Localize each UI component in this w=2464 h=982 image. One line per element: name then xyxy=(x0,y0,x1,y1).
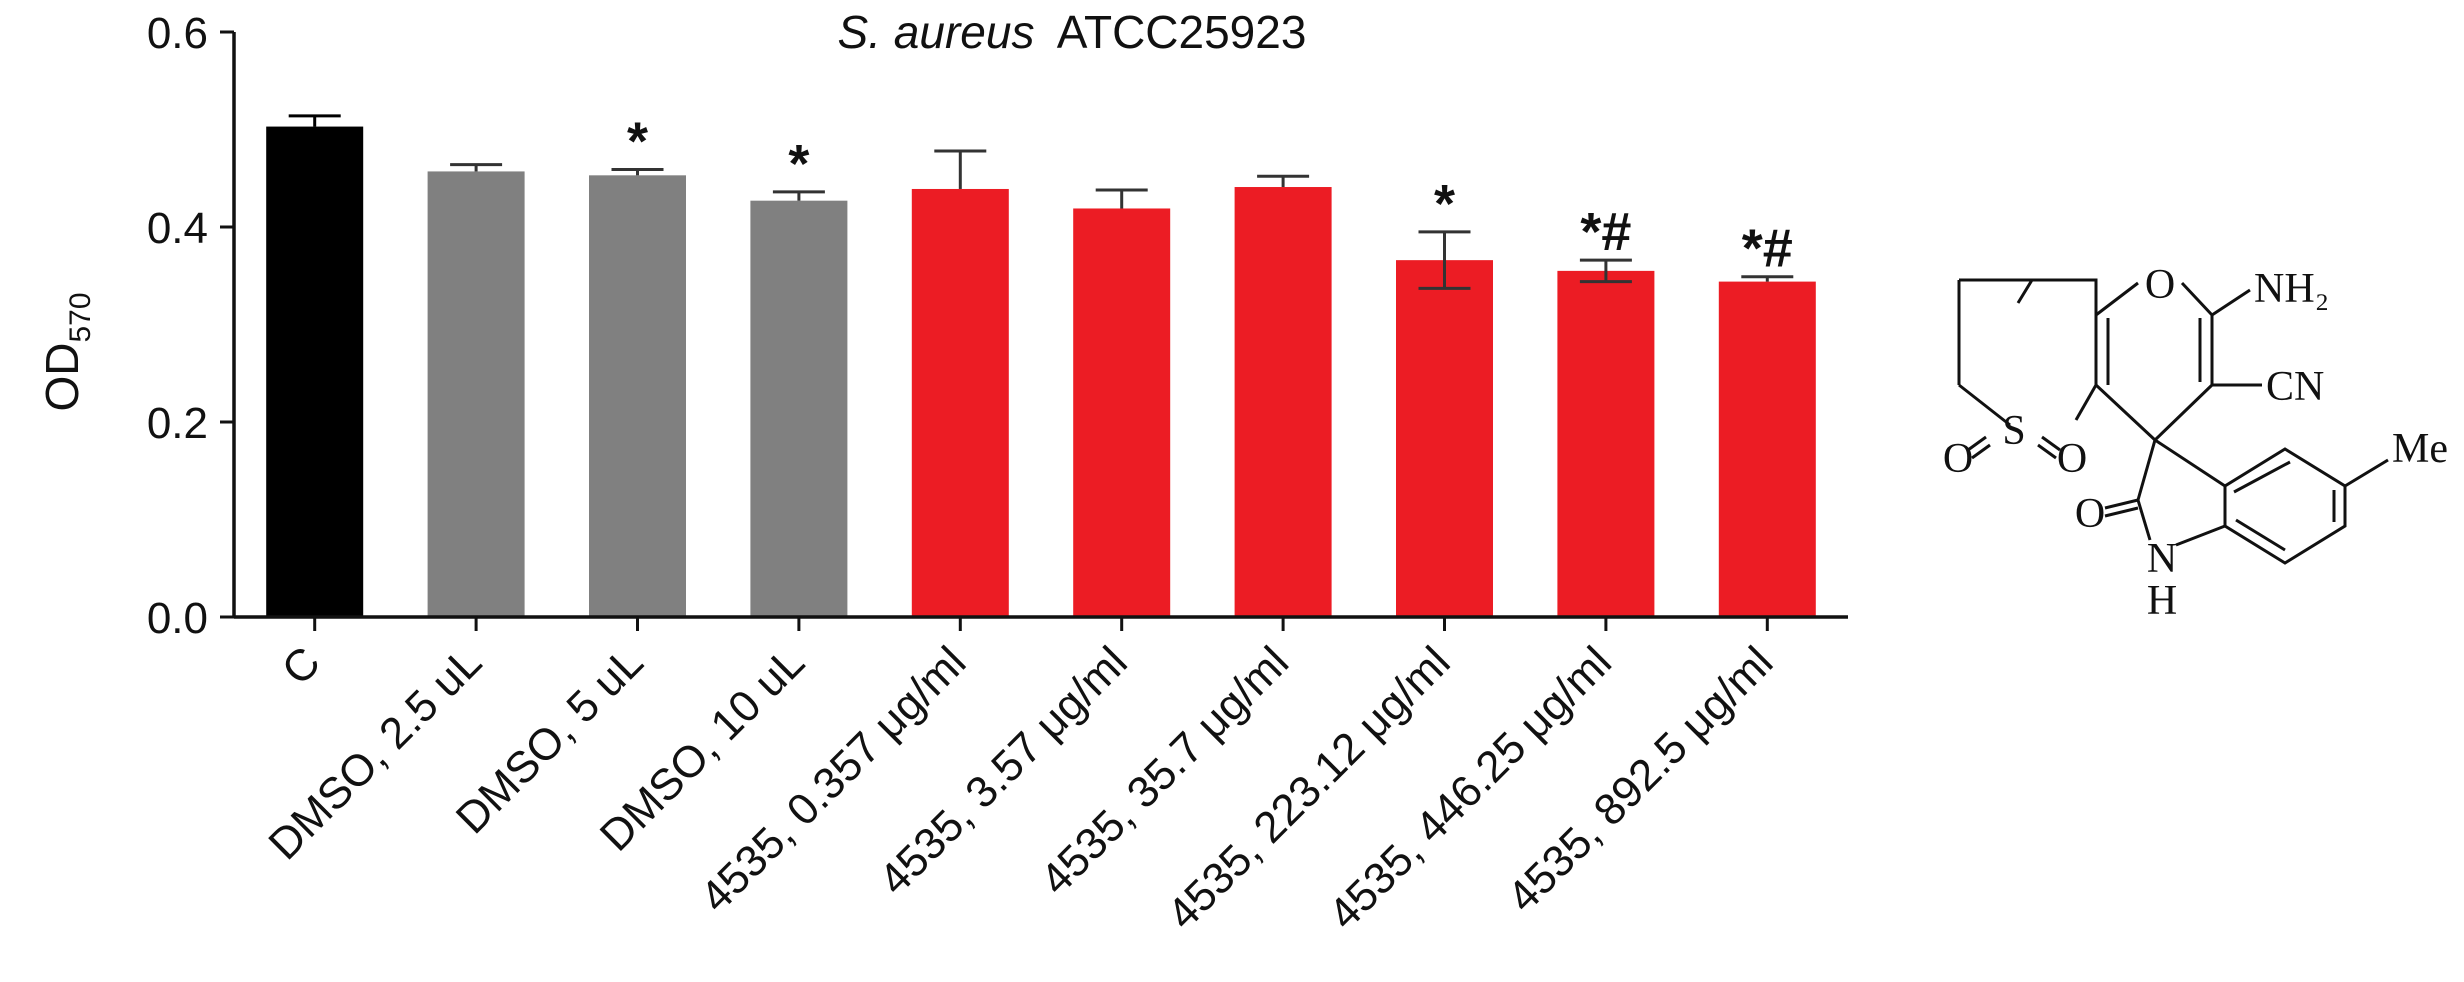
bar xyxy=(1073,208,1171,617)
atom-label-o: O xyxy=(2145,262,2175,308)
structure-bond xyxy=(2016,278,2098,315)
atom-label-h: H xyxy=(2147,578,2177,624)
significance-mark: *# xyxy=(1742,219,1793,279)
y-axis-label-sub: 570 xyxy=(64,292,97,342)
atom-label-n: N xyxy=(2147,536,2177,582)
x-tick-label: 4535, 446.25 μg/ml xyxy=(1319,637,1621,939)
atom-label-cn: CN xyxy=(2266,364,2324,410)
structure-bond xyxy=(2095,281,2139,317)
atom-label-o: O xyxy=(1943,436,1973,482)
structure-bond xyxy=(2136,439,2157,501)
x-tick-label: 4535, 892.5 μg/ml xyxy=(1498,637,1782,921)
bar xyxy=(266,126,364,617)
structure-bond xyxy=(2233,460,2291,494)
chart-title-rest: ATCC25923 xyxy=(1057,6,1307,58)
structure-bond xyxy=(2235,518,2286,552)
axes xyxy=(232,32,1848,619)
y-tick-label: 0.6 xyxy=(147,9,208,58)
atom-label-s: S xyxy=(2002,408,2025,454)
significance-mark: * xyxy=(1434,174,1455,234)
bar xyxy=(1396,260,1493,617)
chemical-structure-labels: O NH₂ CN S O O Me O N H xyxy=(1943,262,2448,624)
atom-label-o: O xyxy=(2075,491,2105,537)
structure-bond xyxy=(2041,435,2061,452)
chart-title-italic: S. aureus xyxy=(838,6,1035,58)
bar xyxy=(427,171,525,618)
structure-bond xyxy=(2180,281,2214,317)
significance-mark: *# xyxy=(1580,202,1631,262)
structure-bond xyxy=(2223,447,2347,565)
structure-bond xyxy=(2344,458,2389,488)
y-tick-label: 0.0 xyxy=(147,594,208,643)
x-tick-label: 4535, 223.12 μg/ml xyxy=(1158,637,1460,939)
significance-annotations: * * * *# *# xyxy=(627,111,1793,278)
structure-bond xyxy=(1967,435,1987,452)
structure-bond xyxy=(2153,383,2214,442)
structure-bond xyxy=(2211,288,2251,317)
y-tick-label: 0.4 xyxy=(147,204,208,253)
chart-title: S. aureus ATCC25923 xyxy=(838,6,1307,58)
bar xyxy=(1718,281,1816,617)
structure-bond xyxy=(2136,499,2152,541)
y-axis-ticks: 0.0 0.2 0.4 0.6 xyxy=(147,9,234,643)
structure-bond xyxy=(1958,383,2011,427)
bar xyxy=(911,188,1009,617)
atom-label-nh2: NH₂ xyxy=(2254,266,2329,312)
bar xyxy=(750,200,848,618)
chemical-structure xyxy=(1957,278,2389,565)
structure-bond xyxy=(2104,506,2139,518)
structure-bond xyxy=(2154,438,2226,488)
atom-label-me: Me xyxy=(2392,426,2448,472)
bar xyxy=(1234,187,1332,617)
bar xyxy=(1557,270,1655,617)
structure-bond xyxy=(2175,524,2226,547)
error-bars xyxy=(288,114,1794,290)
structure-bond xyxy=(2094,383,2157,442)
x-tick-label: C xyxy=(273,637,330,694)
structure-bond xyxy=(2104,498,2139,510)
x-tick-label: 4535, 0.357 μg/ml xyxy=(691,637,975,921)
significance-mark: * xyxy=(788,134,809,194)
structure-bond xyxy=(2037,443,2057,460)
y-axis-label: OD570 xyxy=(36,292,97,411)
y-axis-label-main: OD xyxy=(36,343,88,412)
structure-bond xyxy=(1971,443,1991,460)
bars xyxy=(266,126,1816,618)
structure-bond xyxy=(2074,384,2098,421)
bar xyxy=(589,175,686,617)
y-tick-label: 0.2 xyxy=(147,399,208,448)
atom-label-o: O xyxy=(2057,436,2087,482)
significance-mark: * xyxy=(627,111,648,171)
